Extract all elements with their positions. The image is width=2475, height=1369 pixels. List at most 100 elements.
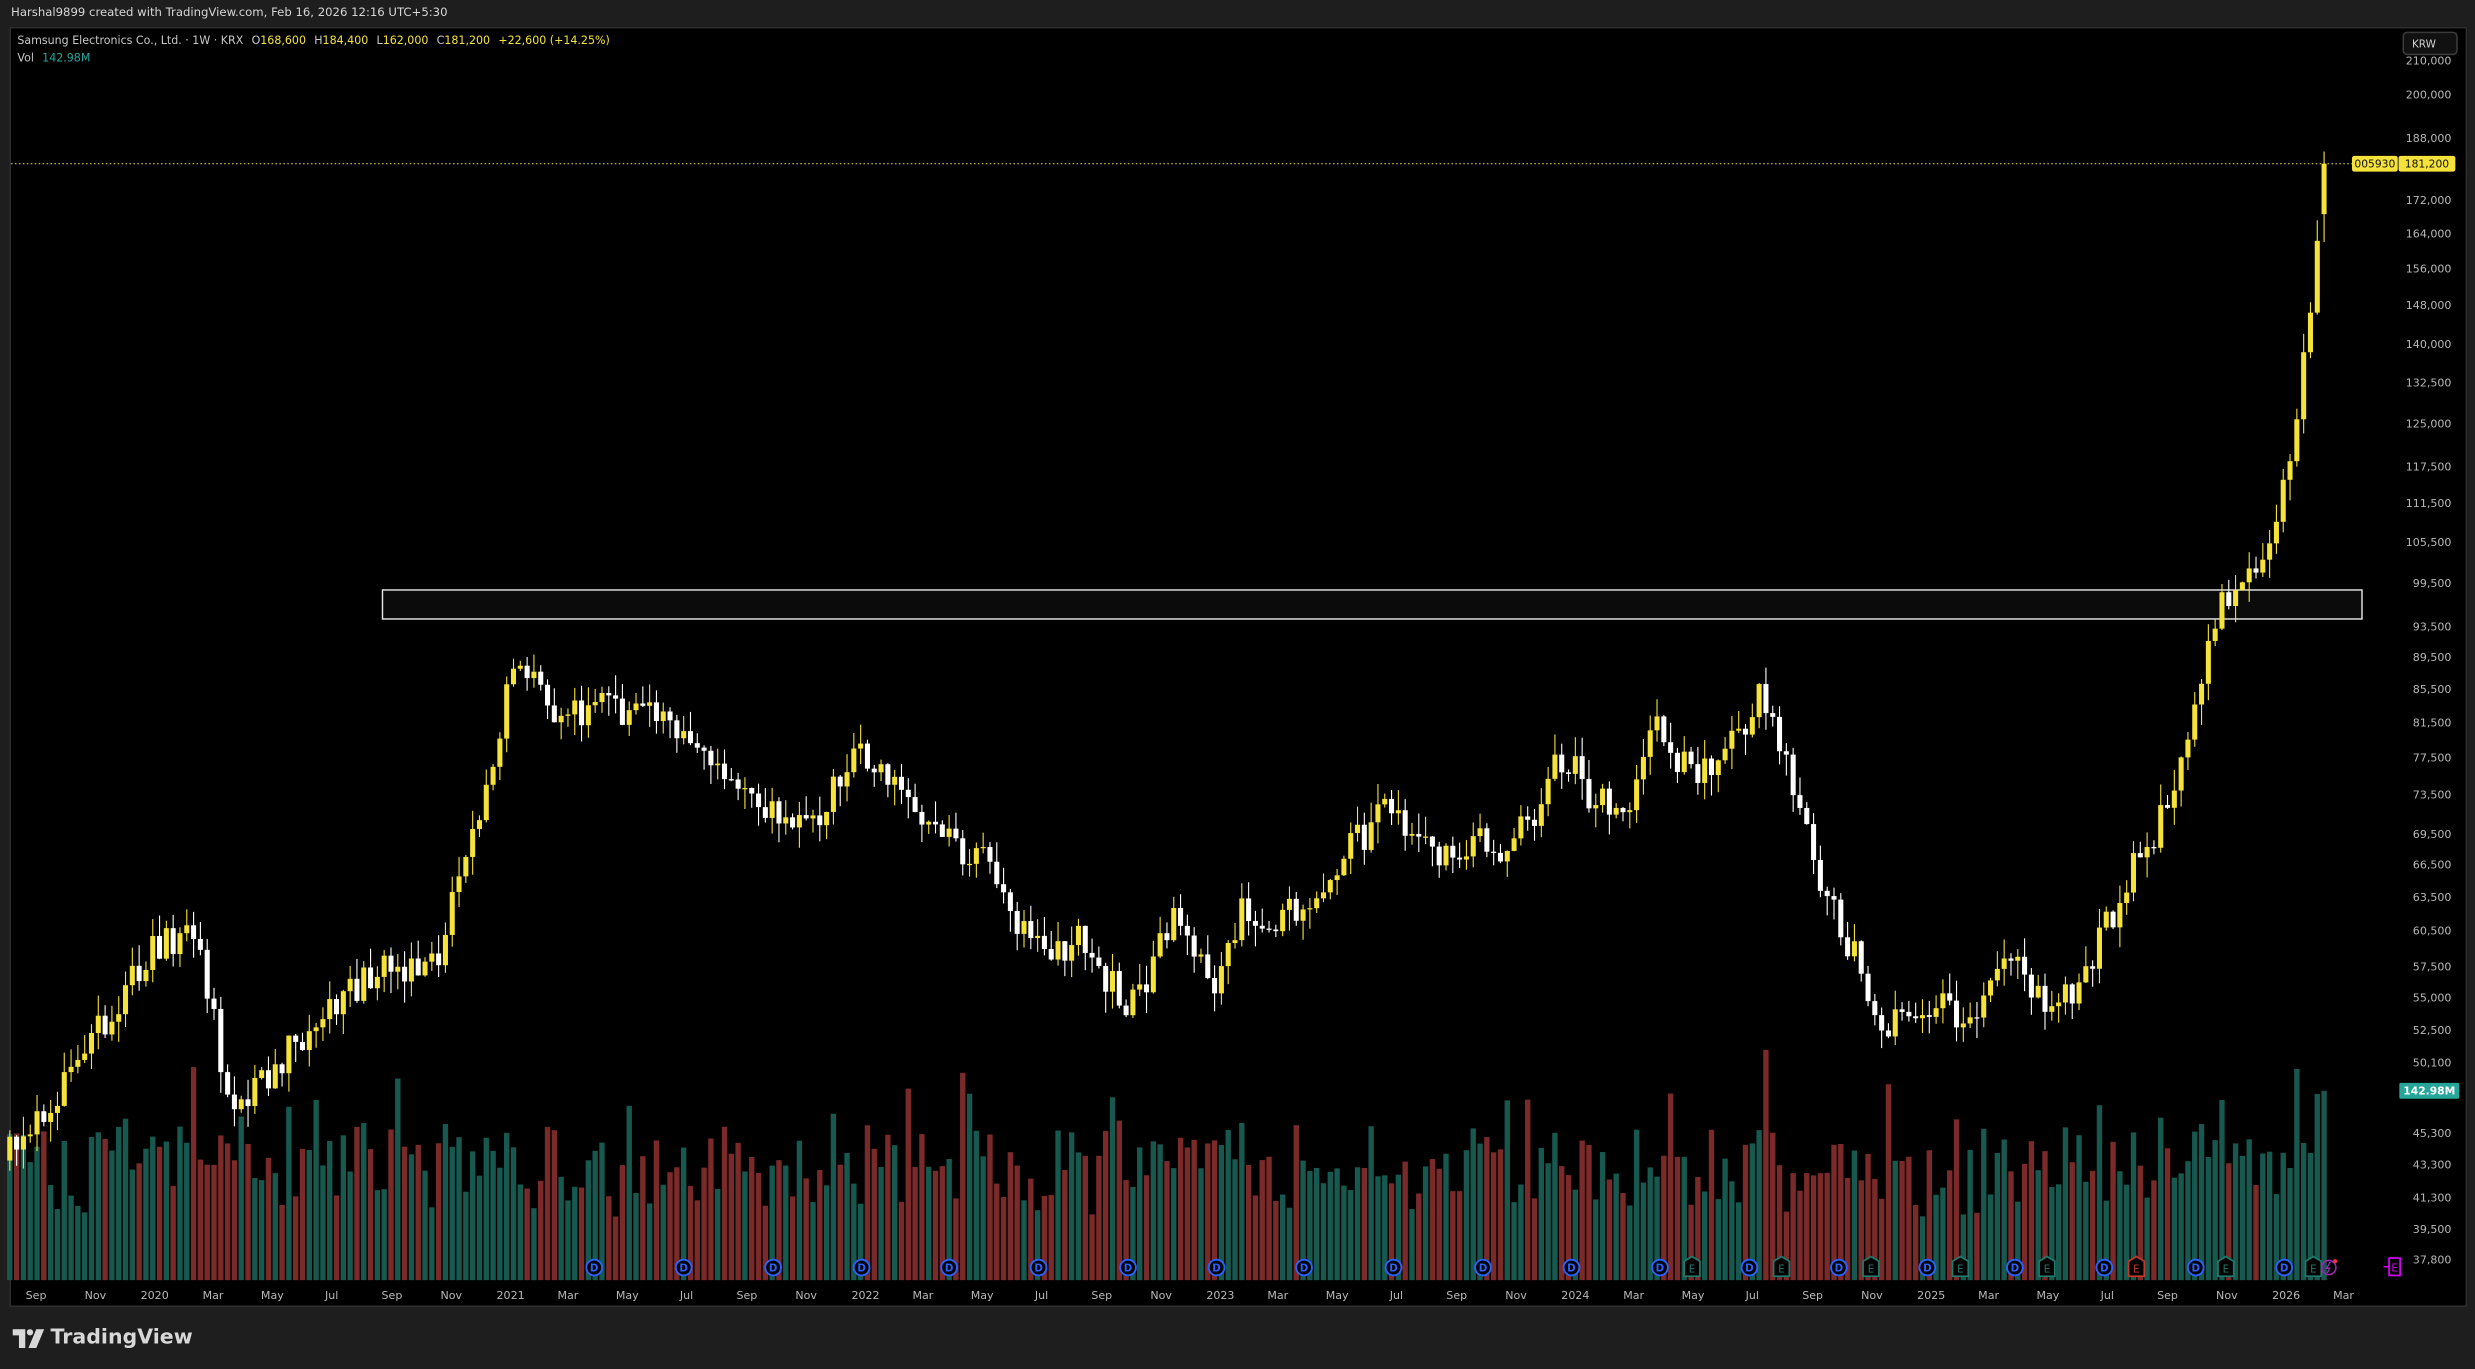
candle-body <box>1722 748 1728 761</box>
dividend-icon <box>2095 1258 2114 1277</box>
candle <box>211 987 217 1020</box>
candle <box>2049 990 2055 1021</box>
dividend-marker[interactable]: D <box>1295 1258 1313 1277</box>
dividend-marker[interactable]: D <box>1384 1258 1403 1277</box>
tradingview-logo[interactable]: TradingView <box>12 1326 193 1350</box>
candle-body <box>1171 907 1177 941</box>
candle-body <box>1307 908 1313 910</box>
dividend-marker[interactable]: D <box>1918 1258 1937 1277</box>
candle-body <box>1266 928 1272 930</box>
dividend-marker[interactable]: D <box>2186 1258 2205 1277</box>
volume-bar <box>1456 1191 1463 1281</box>
dividend-marker[interactable]: D <box>852 1258 871 1277</box>
candle-body <box>1783 751 1789 755</box>
candle <box>681 716 687 745</box>
candle <box>1320 873 1327 903</box>
candle-body <box>551 705 557 723</box>
earnings-marker[interactable]: E <box>1683 1255 1701 1278</box>
volume-bar <box>2314 1093 2320 1281</box>
candle <box>796 801 802 848</box>
volume-bar <box>27 1162 33 1281</box>
dividend-marker[interactable]: D <box>1830 1258 1848 1277</box>
candle-body <box>2124 892 2130 903</box>
candle-body <box>803 815 809 819</box>
candle <box>381 950 387 993</box>
candle <box>2294 408 2300 467</box>
volume-bar <box>919 1134 925 1281</box>
earnings-marker[interactable]: E <box>2217 1255 2235 1278</box>
volume-bar <box>469 1151 476 1281</box>
volume-label[interactable]: Vol <box>17 52 34 65</box>
notification-dot <box>2333 1259 2338 1264</box>
earnings-marker[interactable]: E <box>1772 1255 1791 1278</box>
earnings-marker[interactable]: E <box>2038 1255 2056 1278</box>
volume-bar <box>2144 1197 2150 1281</box>
time-tick-label: Jul <box>1745 1289 1759 1302</box>
earnings-marker[interactable]: E <box>1862 1255 1880 1278</box>
dividend-marker[interactable]: D <box>1474 1258 1492 1277</box>
price-tick-label: 85,500 <box>2413 683 2452 696</box>
candle-body <box>817 815 823 826</box>
earnings-marker[interactable]: E <box>1951 1255 1970 1278</box>
volume-bar <box>41 1131 47 1281</box>
price-tick-label: 45,300 <box>2413 1127 2452 1140</box>
dividend-marker[interactable]: D <box>1562 1258 1581 1277</box>
candle <box>1171 896 1177 943</box>
dividend-icon <box>1207 1258 1226 1277</box>
candle-body <box>272 1064 278 1089</box>
chart-panel[interactable] <box>9 26 2468 1307</box>
time-tick-label: Nov <box>441 1289 463 1302</box>
candle-body <box>1511 838 1517 851</box>
volume-bar <box>1681 1156 1687 1281</box>
upcoming-earnings-marker[interactable]: E <box>2383 1257 2401 1277</box>
volume-bar <box>728 1153 734 1281</box>
candle <box>769 787 775 834</box>
candle <box>1586 760 1592 813</box>
dividend-marker[interactable]: D <box>674 1258 693 1277</box>
candle-body <box>1150 956 1156 993</box>
candle-body <box>1423 836 1429 838</box>
candle <box>14 1135 20 1166</box>
candle <box>2226 579 2232 610</box>
volume-bar <box>2055 1184 2062 1281</box>
candle-body <box>1429 836 1435 847</box>
dividend-marker[interactable]: D <box>1740 1258 1759 1277</box>
candle <box>1777 706 1783 765</box>
candle-body <box>946 828 952 837</box>
candle <box>701 745 707 770</box>
volume-bar <box>1177 1137 1184 1281</box>
dividend-marker[interactable]: D <box>1119 1258 1137 1277</box>
volume-bar <box>1484 1137 1490 1281</box>
dividend-icon <box>2186 1258 2205 1277</box>
candle-body <box>1708 758 1715 776</box>
candle-body <box>1286 898 1292 910</box>
candle-body <box>1817 859 1823 891</box>
dividend-marker[interactable]: D <box>585 1258 604 1277</box>
currency-button[interactable]: KRW <box>2402 31 2458 56</box>
dividend-marker[interactable]: D <box>1651 1258 1669 1277</box>
earnings-marker[interactable]: E <box>2127 1255 2146 1278</box>
dividend-marker[interactable]: D <box>764 1258 782 1277</box>
volume-bar <box>1525 1099 1531 1281</box>
candle <box>1470 822 1476 868</box>
dividend-marker[interactable]: D <box>1029 1258 1048 1277</box>
volume-bar <box>340 1135 347 1281</box>
volume-bar <box>102 1139 108 1281</box>
ohlc-row: Samsung Electronics Co., Ltd. · 1W · KRX… <box>17 33 614 50</box>
earnings-marker[interactable]: E <box>2304 1255 2323 1278</box>
volume-bar <box>88 1136 95 1281</box>
volume-bar <box>2178 1173 2184 1281</box>
dividend-marker[interactable]: D <box>940 1258 958 1277</box>
dividend-marker[interactable]: D <box>2006 1258 2024 1277</box>
symbol-title[interactable]: Samsung Electronics Co., Ltd. · 1W · KRX <box>17 34 244 48</box>
dividend-marker[interactable]: D <box>1207 1258 1226 1277</box>
dividend-marker[interactable]: D <box>2095 1258 2114 1277</box>
dividend-marker[interactable]: D <box>2275 1258 2294 1277</box>
candle <box>402 951 408 1003</box>
candle <box>640 686 646 707</box>
volume-bar <box>293 1196 299 1281</box>
candle-body <box>279 1064 285 1074</box>
volume-bar <box>2260 1153 2266 1281</box>
candle <box>1790 747 1796 812</box>
